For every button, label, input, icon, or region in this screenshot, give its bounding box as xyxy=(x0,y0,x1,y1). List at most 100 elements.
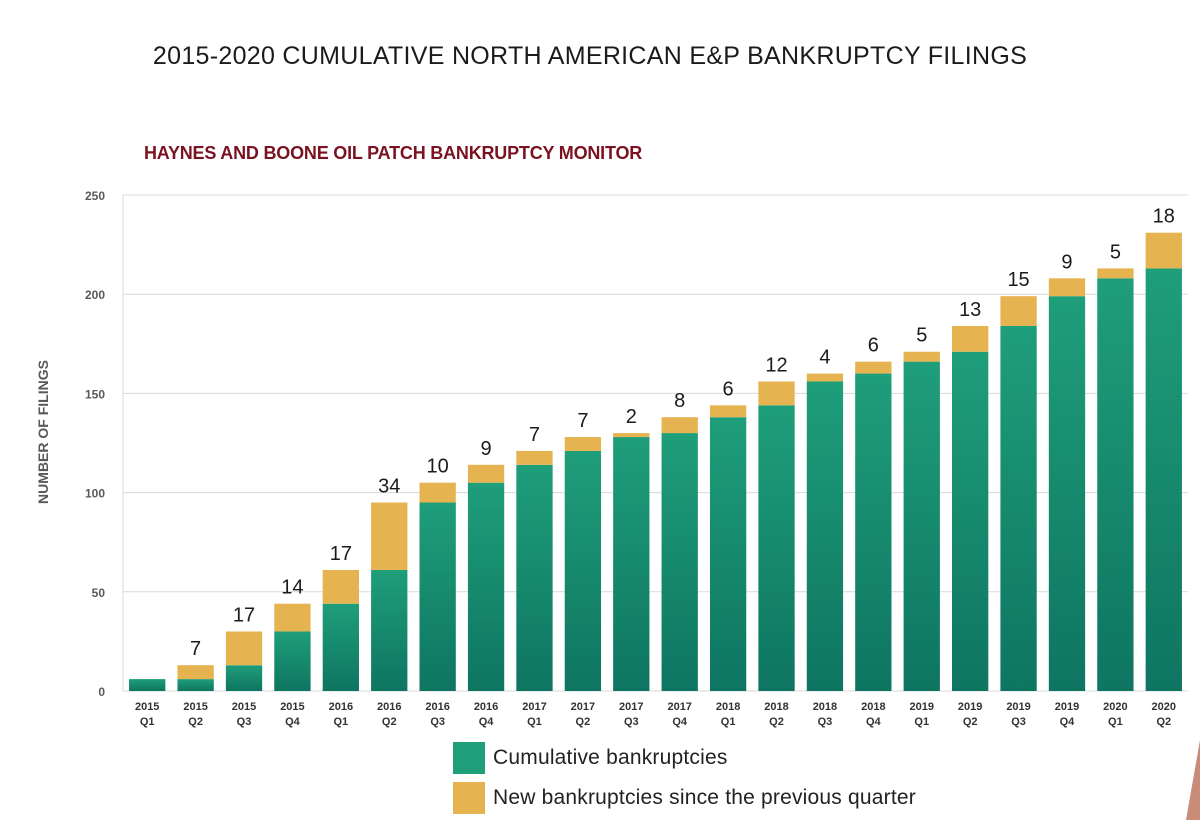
x-tick-label: 2018 xyxy=(764,701,788,713)
bar-cumulative xyxy=(129,679,166,691)
bar-cumulative xyxy=(806,381,844,691)
x-tick-label: Q4 xyxy=(479,716,495,728)
chart-subtitle: HAYNES AND BOONE OIL PATCH BANKRUPTCY MO… xyxy=(144,143,643,163)
legend-swatch-cumulative xyxy=(453,742,485,774)
x-tick-label: Q1 xyxy=(333,716,348,728)
data-label: 4 xyxy=(819,347,830,369)
y-tick-label: 200 xyxy=(85,288,105,302)
bar-cumulative xyxy=(177,679,214,691)
x-tick-label: 2016 xyxy=(474,701,498,713)
data-label: 8 xyxy=(674,390,685,412)
bar-cumulative xyxy=(516,464,553,691)
x-tick-label: Q4 xyxy=(1060,716,1076,728)
legend-label-cumulative: Cumulative bankruptcies xyxy=(493,746,728,769)
x-tick-label: Q3 xyxy=(430,716,445,728)
x-tick-label: Q4 xyxy=(866,716,882,728)
bar-cumulative xyxy=(1000,325,1037,691)
x-tick-label: Q1 xyxy=(140,716,155,728)
bar-new xyxy=(1097,268,1134,279)
x-tick-label: Q1 xyxy=(1108,716,1123,728)
data-label: 6 xyxy=(723,378,734,400)
x-tick-label: Q1 xyxy=(914,716,929,728)
y-tick-label: 150 xyxy=(85,387,105,401)
bar-cumulative xyxy=(1097,278,1134,691)
bar-new xyxy=(225,631,263,666)
bar-cumulative xyxy=(467,482,505,691)
bar-cumulative xyxy=(952,351,989,691)
bar-cumulative xyxy=(758,405,795,691)
x-tick-label: Q1 xyxy=(527,716,542,728)
bar-new xyxy=(419,482,456,503)
bar-new xyxy=(467,464,505,483)
x-tick-label: 2019 xyxy=(910,701,934,713)
x-tick-label: Q2 xyxy=(963,716,978,728)
x-tick-label: 2020 xyxy=(1103,701,1127,713)
data-label: 17 xyxy=(233,604,255,626)
x-tick-label: 2017 xyxy=(571,701,595,713)
x-tick-label: Q2 xyxy=(382,716,397,728)
data-label: 13 xyxy=(959,299,981,321)
x-tick-label: 2016 xyxy=(377,701,401,713)
data-label: 18 xyxy=(1153,206,1175,228)
data-label: 6 xyxy=(868,335,879,357)
x-tick-label: 2019 xyxy=(1055,701,1079,713)
x-tick-label: Q2 xyxy=(1156,716,1171,728)
bar-new xyxy=(758,381,795,406)
bar-cumulative xyxy=(322,603,359,691)
legend-label-new: New bankruptcies since the previous quar… xyxy=(493,786,916,809)
bar-cumulative xyxy=(1145,268,1182,691)
x-tick-label: 2015 xyxy=(183,701,207,713)
bar-new xyxy=(709,405,747,418)
x-tick-label: 2015 xyxy=(280,701,304,713)
data-label: 7 xyxy=(529,424,540,446)
x-tick-label: Q3 xyxy=(624,716,639,728)
data-label: 14 xyxy=(281,577,303,599)
bar-new xyxy=(1048,278,1086,297)
bar-new xyxy=(564,437,602,451)
x-tick-label: Q2 xyxy=(576,716,591,728)
x-tick-label: Q2 xyxy=(188,716,203,728)
x-tick-label: 2016 xyxy=(329,701,353,713)
data-label: 7 xyxy=(577,410,588,432)
bar-cumulative xyxy=(274,631,311,691)
bar-new xyxy=(952,325,989,352)
bar-cumulative xyxy=(661,433,698,691)
x-tick-label: Q2 xyxy=(769,716,784,728)
bar-cumulative xyxy=(419,502,456,691)
x-tick-label: 2019 xyxy=(1006,701,1030,713)
bar-new xyxy=(322,569,359,604)
bar-new xyxy=(371,502,408,570)
bar-new xyxy=(1000,296,1037,326)
data-label: 17 xyxy=(330,543,352,565)
y-tick-label: 100 xyxy=(85,487,105,501)
bar-cumulative xyxy=(225,665,263,691)
data-label: 5 xyxy=(1110,241,1121,263)
legend-swatch-new xyxy=(453,782,485,814)
data-labels: 7 17 14 17 34 10 9 7 7 2 8 6 12 4 6 5 13 15 9 5 18 xyxy=(190,206,1175,661)
data-label: 9 xyxy=(1061,251,1072,273)
bar-new xyxy=(516,450,553,465)
bar-new xyxy=(903,351,940,362)
x-tick-label: 2019 xyxy=(958,701,982,713)
x-tick-label: 2020 xyxy=(1152,701,1176,713)
x-tick-label: 2015 xyxy=(135,701,159,713)
bar-new xyxy=(274,603,311,632)
x-tick-label: Q4 xyxy=(285,716,301,728)
x-tick-label: Q4 xyxy=(672,716,688,728)
data-label: 15 xyxy=(1007,269,1029,291)
data-label: 9 xyxy=(481,438,492,460)
y-tick-label: 0 xyxy=(98,685,105,699)
data-label: 12 xyxy=(765,354,787,376)
bar-cumulative xyxy=(613,437,650,691)
data-label: 7 xyxy=(190,638,201,660)
bar-cumulative xyxy=(371,569,408,691)
x-tick-label: 2017 xyxy=(522,701,546,713)
x-tick-label: 2018 xyxy=(861,701,885,713)
x-tick-label: Q3 xyxy=(237,716,252,728)
x-tick-label: Q3 xyxy=(818,716,833,728)
y-tick-label: 250 xyxy=(85,189,105,203)
bar-new xyxy=(177,665,214,680)
y-axis: 0 50 100 150 200 250 xyxy=(85,189,124,699)
data-label: 34 xyxy=(378,476,400,498)
